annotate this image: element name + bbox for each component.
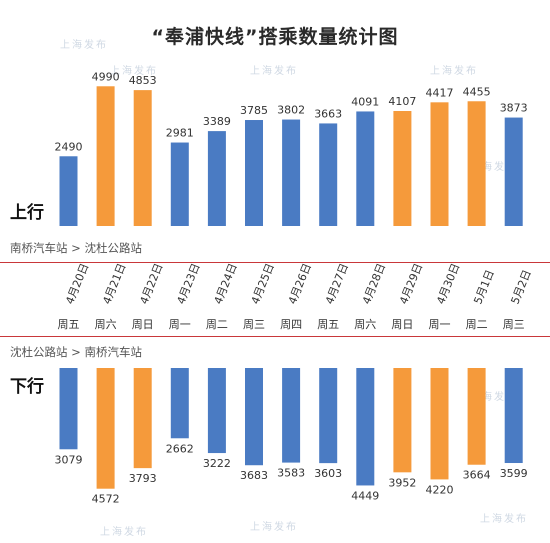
down-value-label: 3583 bbox=[277, 467, 305, 480]
down-value-label: 3079 bbox=[55, 453, 83, 466]
weekday-label: 周二 bbox=[206, 318, 228, 331]
weekday-label: 周二 bbox=[466, 318, 488, 331]
down-value-label: 3683 bbox=[240, 469, 268, 482]
chart-title: “奉浦快线”搭乘数量统计图 bbox=[151, 26, 399, 48]
weekday-label: 周三 bbox=[503, 318, 525, 331]
up-value-label: 3389 bbox=[203, 115, 231, 128]
down-value-label: 3664 bbox=[463, 469, 491, 482]
down-bar bbox=[430, 368, 449, 480]
down-bar bbox=[133, 368, 152, 469]
up-value-label: 4853 bbox=[129, 74, 157, 87]
date-label: 4月23日 bbox=[175, 261, 203, 306]
down-value-label: 4220 bbox=[426, 483, 454, 496]
up-value-label: 4455 bbox=[463, 85, 491, 98]
down-bar bbox=[319, 368, 338, 464]
up-bar bbox=[504, 117, 523, 226]
up-value-label: 4107 bbox=[388, 95, 416, 108]
down-bar bbox=[170, 368, 189, 439]
date-label: 4月30日 bbox=[434, 261, 462, 306]
up-bar bbox=[467, 101, 486, 226]
down-bar bbox=[207, 368, 226, 454]
down-value-label: 3222 bbox=[203, 457, 231, 470]
date-label: 4月24日 bbox=[212, 261, 240, 306]
date-label: 4月27日 bbox=[323, 261, 351, 306]
up-value-label: 3663 bbox=[314, 107, 342, 120]
down-value-label: 3793 bbox=[129, 472, 157, 485]
down-bar bbox=[393, 368, 412, 473]
up-bar bbox=[96, 86, 115, 226]
down-value-label: 4449 bbox=[351, 489, 379, 502]
watermark-text: 上海发布 bbox=[250, 64, 298, 77]
weekday-label: 周三 bbox=[243, 318, 265, 331]
up-value-label: 2981 bbox=[166, 127, 194, 140]
weekday-label: 周一 bbox=[169, 318, 191, 331]
down-bar bbox=[245, 368, 263, 466]
weekday-label: 周四 bbox=[280, 318, 302, 331]
weekday-label: 周五 bbox=[317, 318, 339, 331]
up-value-label: 4091 bbox=[351, 95, 379, 108]
down-route-label: 沈杜公路站 > 南桥汽车站 bbox=[10, 345, 142, 359]
up-bar bbox=[393, 111, 412, 226]
up-value-label: 3802 bbox=[277, 104, 305, 117]
date-label: 5月2日 bbox=[508, 268, 534, 306]
watermark-text: 上海发布 bbox=[60, 38, 108, 51]
down-value-label: 2662 bbox=[166, 442, 194, 455]
up-value-label: 2490 bbox=[55, 140, 83, 153]
date-label: 4月25日 bbox=[249, 261, 277, 306]
down-value-label: 3599 bbox=[500, 467, 528, 480]
weekday-label: 周一 bbox=[429, 318, 451, 331]
up-bar bbox=[133, 90, 152, 226]
down-value-label: 4572 bbox=[92, 493, 120, 506]
bottom-separator bbox=[0, 336, 550, 337]
watermark-text: 上海发布 bbox=[480, 512, 528, 525]
down-bar bbox=[467, 368, 486, 465]
weekday-label: 周六 bbox=[95, 318, 117, 331]
date-label: 4月21日 bbox=[100, 261, 128, 306]
down-value-label: 3603 bbox=[314, 467, 342, 480]
date-label: 4月26日 bbox=[286, 261, 314, 306]
date-label: 4月29日 bbox=[397, 261, 425, 306]
up-value-label: 4417 bbox=[426, 86, 454, 99]
up-direction-label: 上行 bbox=[10, 203, 44, 223]
top-separator bbox=[0, 262, 550, 263]
weekday-label: 周日 bbox=[132, 318, 154, 331]
up-bar bbox=[319, 123, 338, 226]
up-bar bbox=[59, 156, 78, 226]
up-bar bbox=[170, 142, 189, 226]
up-bar bbox=[430, 102, 449, 226]
watermark-text: 上海发布 bbox=[110, 64, 158, 77]
up-value-label: 4990 bbox=[92, 70, 120, 83]
down-bar bbox=[59, 368, 78, 450]
up-value-label: 3873 bbox=[500, 102, 528, 115]
date-label: 4月22日 bbox=[137, 261, 165, 306]
up-bar bbox=[282, 119, 301, 226]
up-bar bbox=[207, 131, 226, 226]
weekday-label: 周五 bbox=[58, 318, 80, 331]
down-value-label: 3952 bbox=[388, 476, 416, 489]
down-bar bbox=[96, 368, 115, 489]
weekday-label: 周日 bbox=[391, 318, 413, 331]
watermark-text: 上海发布 bbox=[430, 64, 478, 77]
down-bar bbox=[356, 368, 375, 486]
up-bar bbox=[356, 111, 375, 226]
up-bar bbox=[245, 120, 263, 226]
date-label: 4月20日 bbox=[63, 261, 91, 306]
up-route-label: 南桥汽车站 > 沈杜公路站 bbox=[10, 241, 142, 255]
date-label: 5月1日 bbox=[471, 268, 497, 306]
up-value-label: 3785 bbox=[240, 104, 268, 117]
watermark-text: 上海发布 bbox=[100, 525, 148, 538]
down-direction-label: 下行 bbox=[10, 377, 44, 397]
down-bar bbox=[504, 368, 523, 464]
weekday-label: 周六 bbox=[354, 318, 376, 331]
date-label: 4月28日 bbox=[360, 261, 388, 306]
down-bar bbox=[282, 368, 301, 463]
watermark-text: 上海发布 bbox=[250, 520, 298, 533]
